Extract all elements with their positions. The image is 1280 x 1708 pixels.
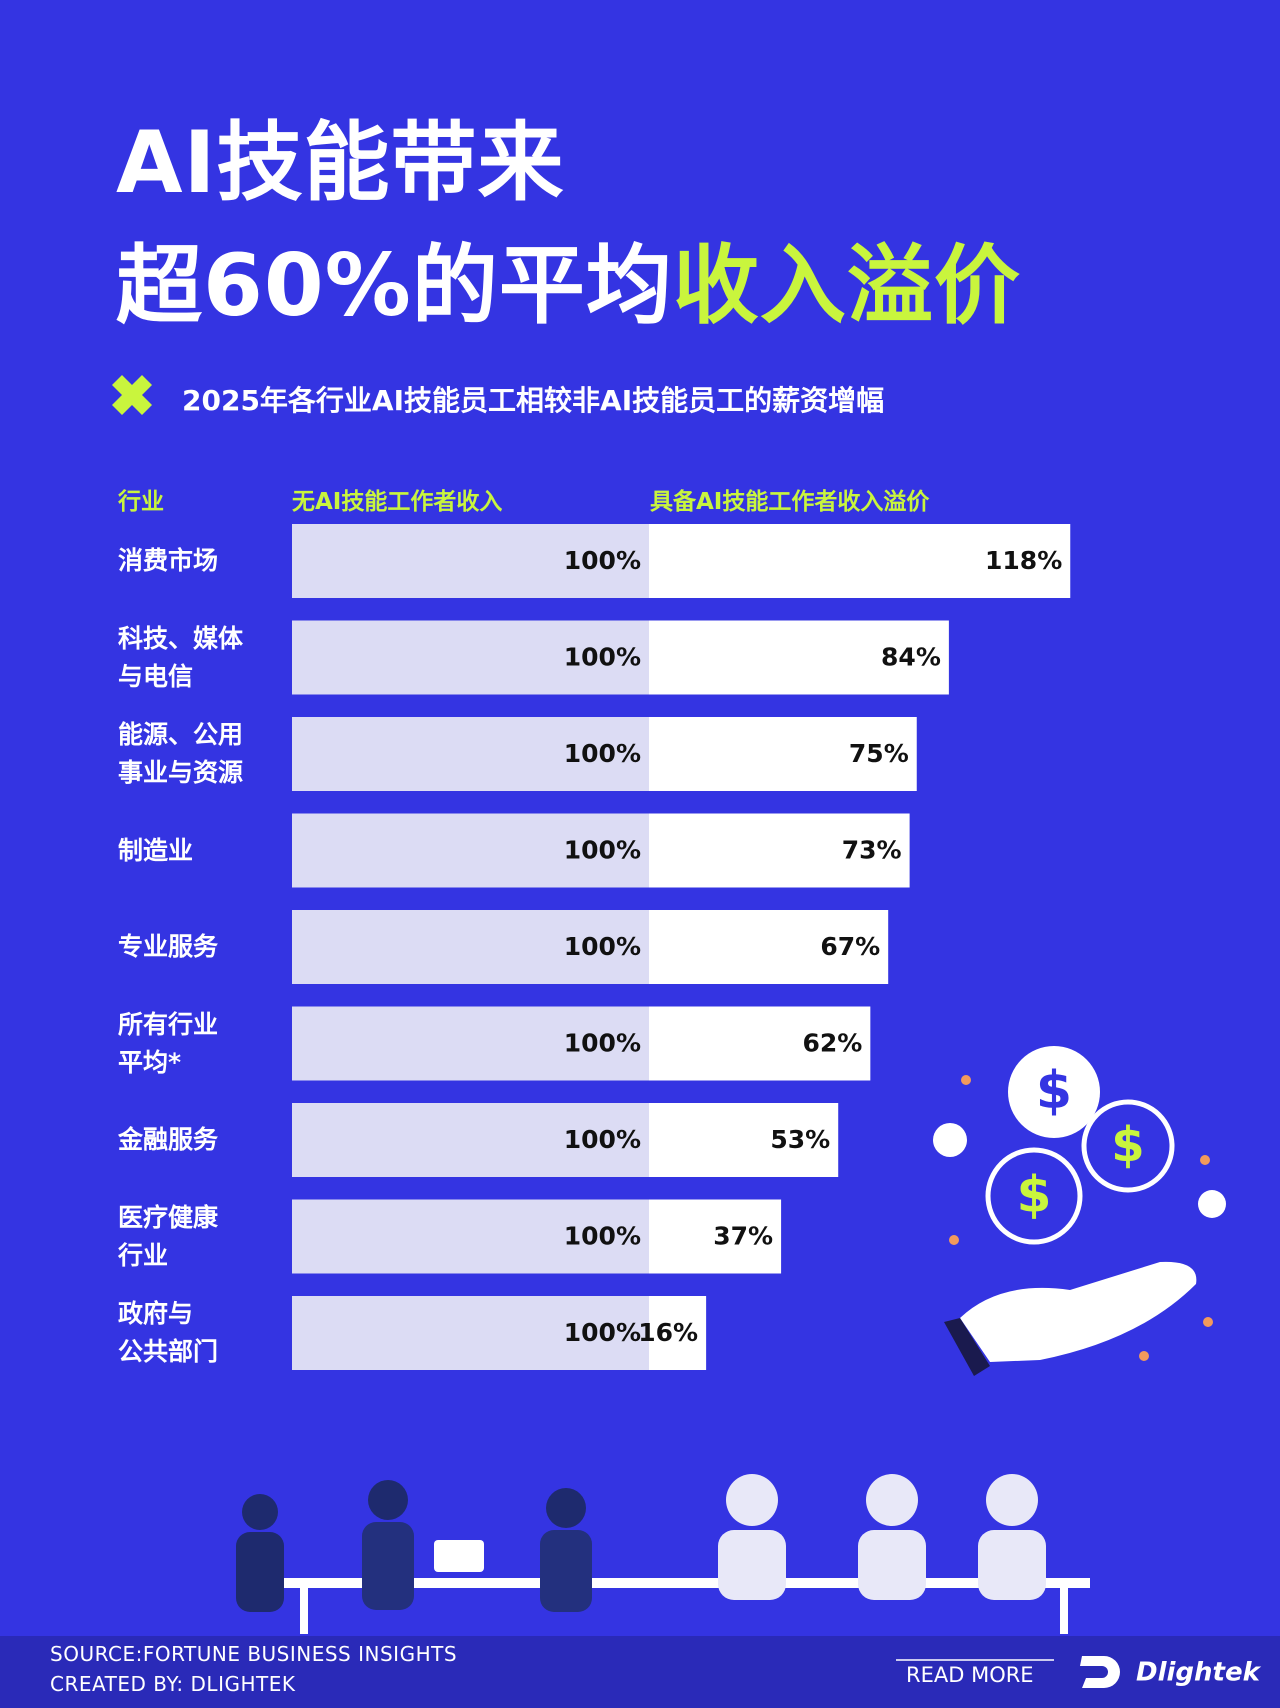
value-label: 37% (713, 1222, 773, 1251)
value-label: 73% (842, 836, 902, 865)
subtitle: 2025年各行业AI技能员工相较非AI技能员工的薪资增幅 (182, 384, 884, 417)
bar-segment (292, 1006, 649, 1081)
category-label: 科技、媒体 与电信 (118, 623, 244, 691)
bar-segment (649, 620, 949, 695)
table-leg (1060, 1588, 1068, 1634)
value-label: 100% (564, 643, 641, 672)
hand (960, 1261, 1197, 1362)
category-label: 金融服务 (118, 1125, 219, 1154)
value-label: 16% (638, 1318, 698, 1347)
title-line: 超60%的平均收入溢价 (116, 243, 1021, 329)
value-label: 75% (849, 739, 909, 768)
bar-segment (649, 910, 889, 984)
value-label: 100% (564, 546, 641, 575)
value-label: 100% (564, 1318, 641, 1347)
category-label: 消费市场 (118, 546, 219, 575)
person-head (546, 1488, 586, 1528)
value-label: 67% (820, 932, 880, 961)
bar-segment (649, 717, 917, 791)
bar-segment (649, 1103, 839, 1177)
value-label: 62% (802, 1029, 862, 1058)
title-line: AI技能带来 (116, 113, 565, 213)
credit: CREATED BY: DLIGHTEK (50, 1672, 296, 1696)
coin-icon: $ (1111, 1117, 1144, 1173)
person-body (362, 1522, 414, 1610)
dot (949, 1235, 959, 1245)
brand-logo (1080, 1656, 1120, 1688)
bar-segment (292, 524, 649, 598)
footer-band (0, 1636, 1280, 1708)
robot-head (726, 1474, 778, 1526)
value-label: 53% (770, 1125, 830, 1154)
bar-segment (292, 1199, 649, 1274)
bar-segment (649, 524, 1071, 598)
bar-segment (292, 910, 649, 984)
person-body (540, 1530, 592, 1612)
value-label: 118% (985, 546, 1062, 575)
category-label: 政府与 公共部门 (118, 1299, 219, 1366)
read-more[interactable]: READ MORE (906, 1663, 1034, 1687)
value-label: 100% (564, 1029, 641, 1058)
robot-body (978, 1530, 1046, 1600)
title-highlight: 收入溢价 (672, 236, 1021, 336)
coin (1008, 1046, 1100, 1138)
coin-icon: $ (1017, 1166, 1052, 1224)
dot (961, 1075, 971, 1085)
category-label: 制造业 (118, 835, 194, 865)
value-label: 84% (881, 643, 941, 672)
value-label: 100% (564, 1125, 641, 1154)
robot-body (718, 1530, 786, 1600)
bar-segment (292, 1103, 649, 1177)
bar-segment (292, 620, 649, 695)
dot (1200, 1155, 1210, 1165)
cuff (944, 1318, 990, 1376)
coin (985, 1147, 1083, 1245)
dot (1139, 1351, 1149, 1361)
brand: Dlightek (1136, 1658, 1262, 1688)
title-part: 超60%的平均 (116, 236, 673, 336)
legend-entry: 无AI技能工作者收入 (292, 489, 503, 515)
table-leg (300, 1588, 308, 1634)
legend-entry: 具备AI技能工作者收入溢价 (650, 489, 930, 515)
category-label: 能源、公用 事业与资源 (118, 720, 244, 787)
robot-head (986, 1474, 1038, 1526)
bar-segment (649, 1006, 871, 1081)
bar-segment (649, 1296, 707, 1370)
person-body (236, 1532, 284, 1612)
table (280, 1578, 1090, 1588)
bar-segment (292, 1296, 649, 1370)
person-head (242, 1494, 278, 1530)
subtitle-icon (112, 375, 152, 415)
robot-body (858, 1530, 926, 1600)
dot (933, 1123, 967, 1157)
money-illustration: $ $ $ (933, 1046, 1226, 1376)
value-label: 100% (564, 932, 641, 961)
category-label: 专业服务 (118, 932, 219, 961)
person-head (368, 1480, 408, 1520)
coin-icon: $ (1036, 1061, 1072, 1121)
dot (1198, 1190, 1226, 1218)
column-header: 行业 (118, 489, 164, 515)
value-label: 100% (564, 1222, 641, 1251)
coin (1081, 1099, 1175, 1193)
bar-segment (292, 813, 649, 888)
category-label: 医疗健康 行业 (118, 1202, 219, 1270)
meeting-illustration (236, 1474, 1090, 1634)
dot (1203, 1317, 1213, 1327)
bar-segment (292, 717, 649, 791)
value-label: 100% (564, 739, 641, 768)
bar-segment (649, 1199, 782, 1274)
robot-head (866, 1474, 918, 1526)
source: SOURCE:FORTUNE BUSINESS INSIGHTS (50, 1642, 458, 1666)
bar-segment (649, 813, 910, 888)
laptop (434, 1540, 484, 1572)
category-label: 所有行业 平均* (118, 1009, 219, 1077)
value-label: 100% (564, 836, 641, 865)
